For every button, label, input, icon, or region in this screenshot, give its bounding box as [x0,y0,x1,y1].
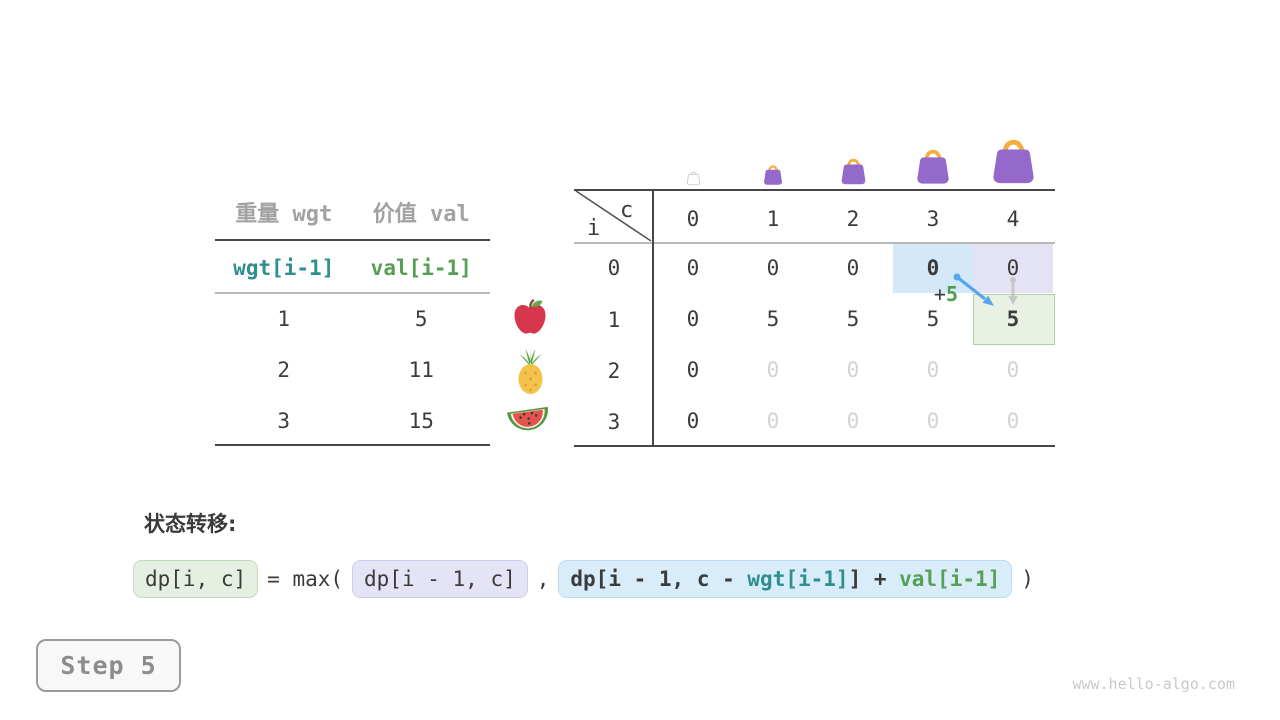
dp-cell-3-4: 0 [1006,409,1020,433]
items-var-val: val[i-1] [370,256,472,280]
dp-cell-1-0: 0 [686,307,700,331]
watermelon-icon [507,406,548,431]
dp-cell-3-2: 0 [846,409,860,433]
dp-cell-2-0: 0 [686,358,700,382]
row-header-1: 1 [607,308,621,332]
dp-cell-2-1: 0 [766,358,780,382]
dp-table-top-rule [574,189,1055,191]
formula-option2-box: dp[i - 1, c - wgt[i-1]] + val[i-1] [558,560,1013,598]
dp-cell-0-2: 0 [846,256,860,280]
dp-cell-0-0: 0 [686,256,700,280]
dp-row-2: 0 0 0 0 0 [653,345,1053,395]
handbag-ghost-icon [686,171,700,186]
dp-cell-1-2: 5 [846,307,860,331]
corner-row-var: i [587,216,601,241]
pineapple-icon [518,348,543,394]
col-header-1: 1 [766,207,780,231]
dp-cell-3-1: 0 [766,409,780,433]
dp-cell-1-3: 5 [926,307,940,331]
items-header-weight: 重量 wgt [235,202,333,227]
dp-cell-0-4: 0 [1006,256,1020,280]
apple-icon [514,299,546,334]
dp-row-3: 0 0 0 0 0 [653,396,1053,446]
item-3-weight: 3 [277,409,291,433]
formula-close-paren: ) [1021,567,1034,591]
capacity-bags-row [653,116,1053,186]
transfer-value-label: +5 [933,282,958,306]
dp-cell-0-1: 0 [766,256,780,280]
item-2-weight: 2 [277,358,291,382]
col-header-2: 2 [846,207,860,231]
dp-col-headers: 0 1 2 3 4 [653,204,1053,234]
dp-cell-2-2: 0 [846,358,860,382]
step-button[interactable]: Step 5 [36,639,181,692]
items-row-2: 2 11 [215,345,490,395]
dp-row-0: 0 0 0 0 0 [653,243,1053,293]
formula-comma: , [536,567,550,591]
handbag-icon [992,139,1034,184]
items-table-bottom-rule [215,444,490,446]
dp-table-bottom-rule [574,445,1055,447]
dp-cell-2-4: 0 [1006,358,1020,382]
row-header-2: 2 [607,359,621,383]
items-table-top-rule [215,239,490,241]
formula-option1-box: dp[i - 1, c] [352,560,528,598]
col-header-3: 3 [926,207,940,231]
items-table-mid-rule [215,292,490,294]
dp-cell-3-3: 0 [926,409,940,433]
dp-cell-3-0: 0 [686,409,700,433]
items-row-1: 1 5 [215,294,490,344]
dp-cell-0-3: 0 [926,256,940,280]
item-1-value: 5 [414,307,428,331]
row-header-3: 3 [607,410,621,434]
dp-table-vertical-rule [652,189,654,447]
row-header-0: 0 [607,256,621,280]
item-2-value: 11 [408,358,434,382]
formula-lhs-box: dp[i, c] [133,560,259,598]
watermark: www.hello-algo.com [1072,675,1235,693]
handbag-icon [764,165,782,185]
item-3-value: 15 [408,409,434,433]
item-1-weight: 1 [277,307,291,331]
col-header-0: 0 [686,207,700,231]
transition-label: 状态转移: [144,512,237,536]
transition-formula: dp[i, c] = max( dp[i - 1, c] , dp[i - 1,… [133,560,1034,598]
dp-header-rule [574,242,1055,244]
items-row-3: 3 15 [215,396,490,446]
handbag-icon [841,158,865,185]
dp-cell-1-4: 5 [1006,307,1020,331]
formula-eq-max: = max( [267,567,344,591]
handbag-icon [917,149,949,184]
col-header-4: 4 [1006,207,1020,231]
dp-cell-2-3: 0 [926,358,940,382]
items-header-value: 价值 val [372,202,470,227]
dp-cell-1-1: 5 [766,307,780,331]
corner-col-var: c [620,198,634,223]
items-var-wgt: wgt[i-1] [233,256,335,280]
dp-row-1: 0 5 5 5 5 [653,294,1053,344]
